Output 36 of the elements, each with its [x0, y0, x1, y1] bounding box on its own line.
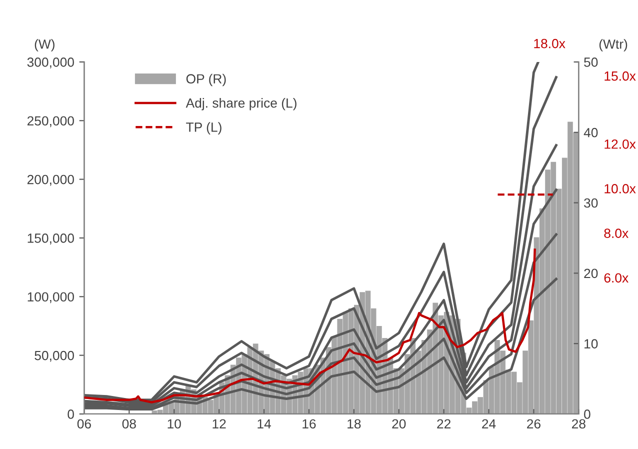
text: 15.0x [604, 71, 636, 81]
y2-tick-label: 50 [584, 58, 598, 67]
x-tick-label: 20 [392, 419, 406, 429]
text: 10.0x [604, 184, 636, 194]
x-tick-label: 18 [348, 419, 361, 429]
x-tick-label: 26 [527, 419, 540, 429]
text: 6.0x [604, 273, 628, 283]
y2-tick-label: 30 [584, 198, 598, 208]
y-tick-label: 0 [68, 410, 74, 419]
x-tick-label: 28 [572, 419, 586, 429]
x-tick-label: 16 [302, 419, 316, 429]
y-tick-label: 150,000 [28, 234, 74, 244]
x-tick-label: 22 [437, 419, 450, 428]
y2-tick-label: 10 [584, 339, 598, 348]
y-tick-label: 250,000 [27, 116, 74, 128]
text: 18.0x [534, 38, 566, 48]
y-tick-label: 50,000 [34, 350, 74, 362]
y-tick-label: 200,000 [27, 174, 74, 186]
x-tick-label: 14 [258, 419, 271, 428]
y2-tick-label: 40 [584, 128, 598, 138]
x-tick-label: 08 [122, 419, 136, 429]
x-tick-label: 10 [168, 419, 181, 429]
text: 12.0x [604, 139, 636, 149]
x-tick-label: 24 [482, 419, 496, 428]
y-axis-title: (W) [34, 39, 54, 52]
y2-tick-label: 20 [584, 268, 598, 278]
y-tick-label: 300,000 [27, 58, 74, 68]
x-tick-label: 06 [77, 419, 91, 429]
y-tick-label: 100,000 [28, 292, 74, 304]
y2-axis-title: (Wtr) [599, 39, 628, 52]
x-tick-label: 12 [212, 419, 226, 428]
legend-label: OP (R) [186, 74, 226, 86]
y2-tick-label: 0 [584, 410, 590, 419]
legend-label: TP (L) [186, 122, 222, 134]
legend-label: Adj. share price (L) [186, 98, 296, 110]
text: 8.0x [604, 228, 628, 238]
